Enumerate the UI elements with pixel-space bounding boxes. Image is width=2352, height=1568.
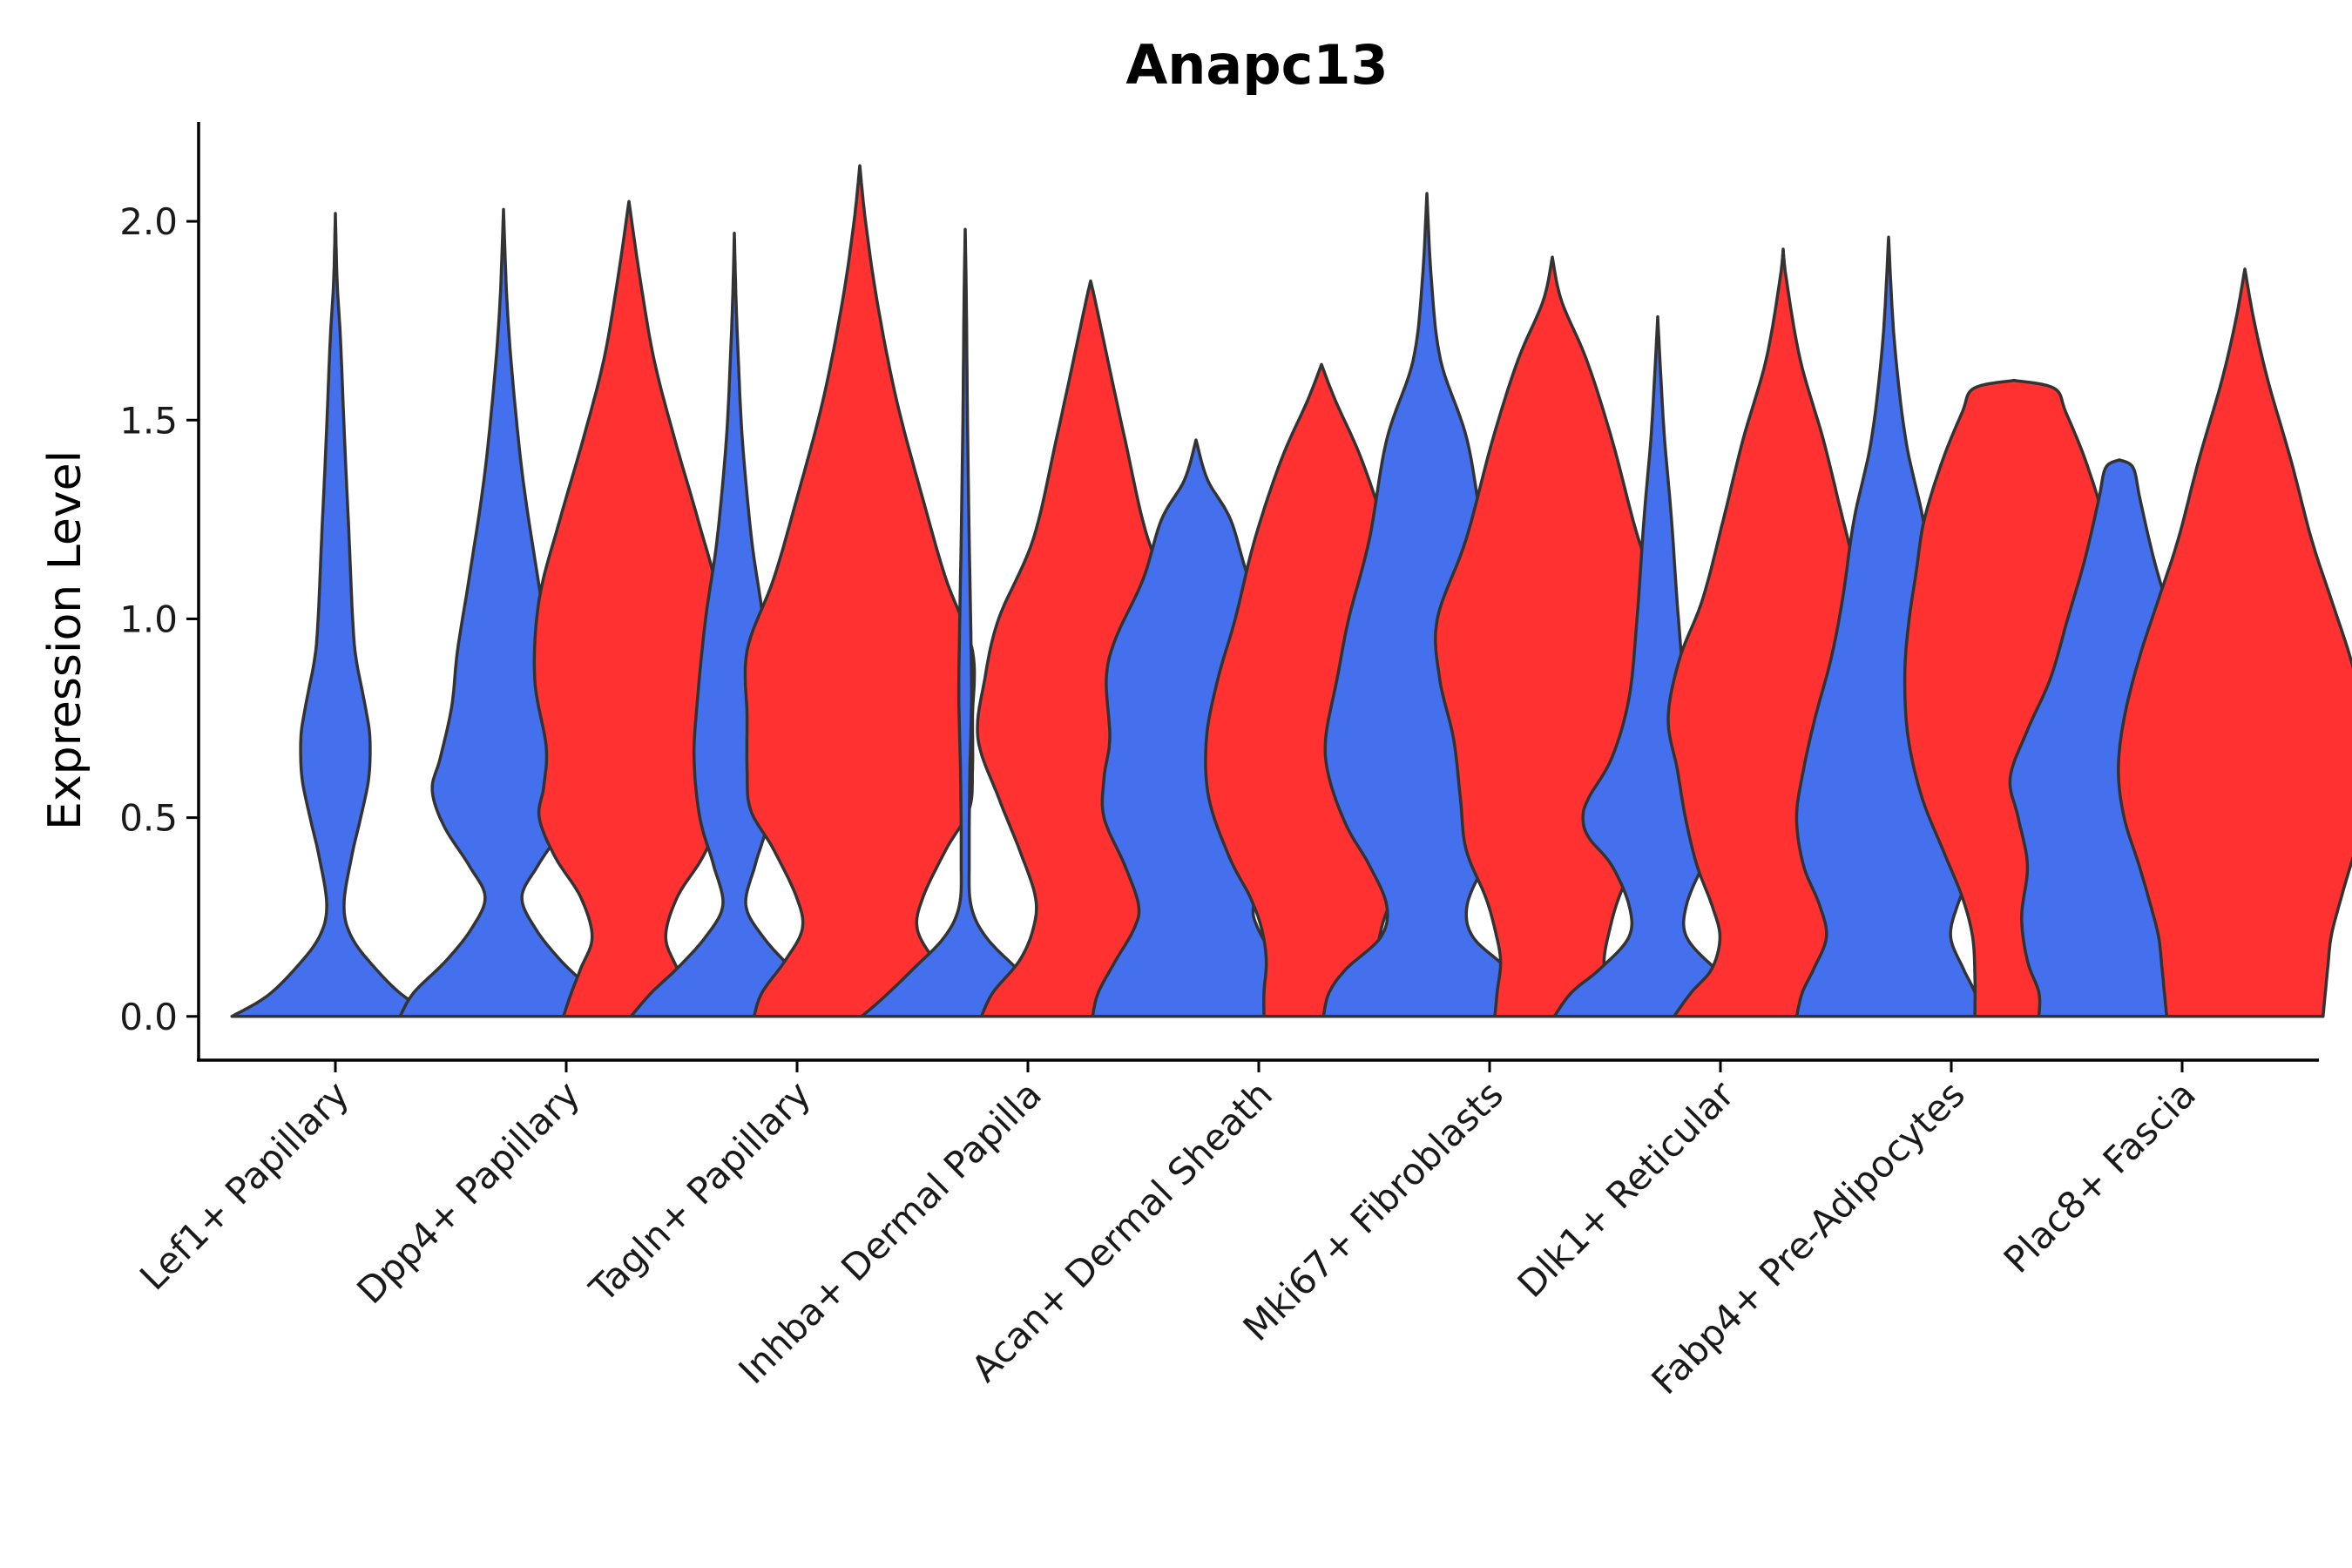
x-tick-label: Plac8+ Fascia	[1996, 1072, 2204, 1281]
x-tick-label: Lef1+ Papillary	[132, 1072, 357, 1298]
violin-group-2-2	[743, 164, 977, 1018]
violin-group-2-1	[532, 199, 726, 1018]
y-axis-label: Expression Level	[39, 450, 91, 830]
x-tick-label: Dpp4+ Papillary	[348, 1072, 588, 1312]
violin-group-1-3	[860, 227, 1071, 1018]
y-tick-label: 2.0	[119, 200, 178, 243]
x-tick-label: Mki67+ Fibroblasts	[1235, 1072, 1511, 1348]
x-tick-label: Tagln+ Papillary	[581, 1072, 819, 1310]
y-axis-ticks: 0.0 0.5 1.0 1.5 2.0	[119, 200, 199, 1038]
y-tick-label: 0.0	[119, 996, 178, 1038]
x-tick-label: Dlk1+ Reticular	[1510, 1072, 1743, 1306]
y-tick-label: 0.5	[119, 797, 178, 840]
y-tick-label: 1.5	[119, 399, 178, 442]
violin-group-1-0	[230, 212, 441, 1018]
violin-group-1-2	[629, 232, 840, 1018]
y-tick-label: 1.0	[119, 598, 178, 640]
violin-group-2-8	[2117, 267, 2352, 1018]
violin-layer	[230, 164, 2352, 1018]
chart-title: Anapc13	[1125, 33, 1388, 97]
